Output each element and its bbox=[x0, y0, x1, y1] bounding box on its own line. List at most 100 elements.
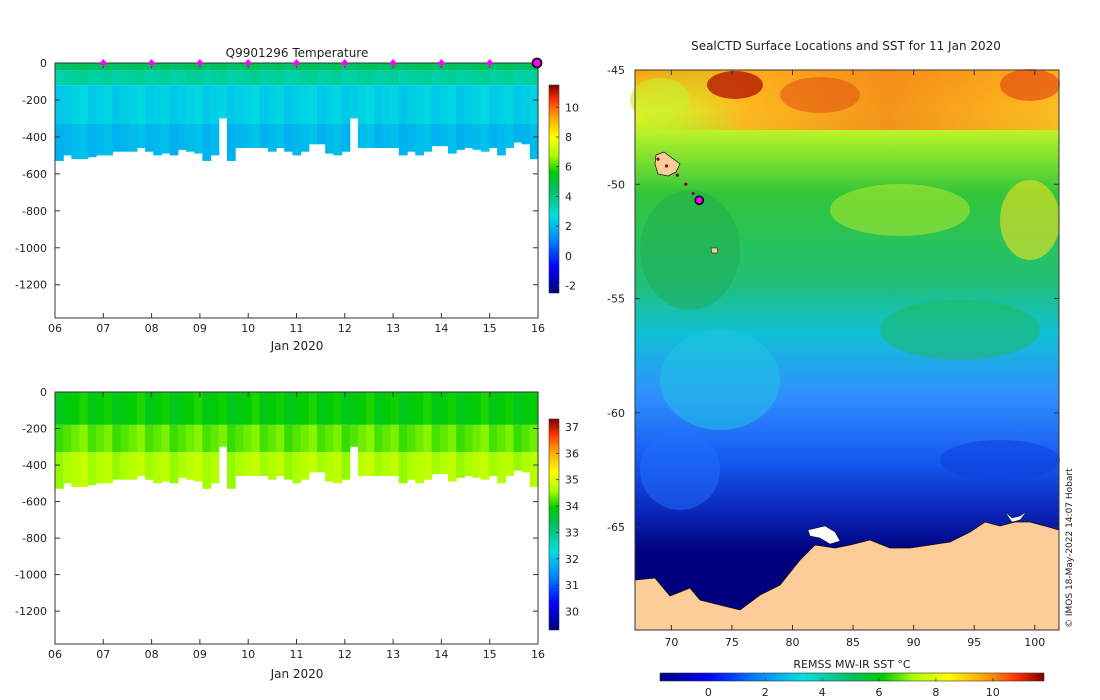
profile-cell bbox=[63, 70, 72, 86]
sst-colorbar-label: REMSS MW-IR SST °C bbox=[793, 658, 911, 671]
profile-cell bbox=[497, 85, 506, 124]
ice-patch bbox=[807, 525, 841, 545]
profile-cell bbox=[226, 123, 236, 161]
profile-cell bbox=[382, 424, 392, 453]
profile-cell bbox=[488, 63, 498, 71]
lat-tick-label: -55 bbox=[607, 293, 625, 306]
profile-cell bbox=[423, 85, 433, 124]
profile-cell bbox=[456, 424, 465, 453]
profile-cell bbox=[480, 70, 490, 86]
profile-cell bbox=[316, 392, 326, 425]
profile-cell bbox=[300, 424, 310, 453]
profile-cell bbox=[284, 424, 294, 453]
profile-cell bbox=[79, 392, 89, 425]
profile-cell bbox=[194, 424, 203, 453]
profile-cell bbox=[259, 63, 269, 71]
profile-cell bbox=[235, 70, 244, 86]
profile-cell bbox=[464, 452, 474, 476]
profile-cell bbox=[439, 424, 449, 453]
profile-cell bbox=[480, 424, 490, 453]
profile-cell bbox=[456, 452, 465, 478]
salinity-y-axis: 0 -200 -400 -600 -800 -1000 -1200 bbox=[15, 386, 538, 618]
profile-cell bbox=[439, 392, 449, 425]
profile-marker bbox=[99, 59, 107, 67]
profile-cell bbox=[259, 70, 269, 86]
profile-cell bbox=[136, 392, 146, 425]
profile-cell bbox=[488, 392, 498, 425]
y-tick-label: -1200 bbox=[15, 605, 47, 618]
x-tick-label: 06 bbox=[48, 648, 62, 661]
profile-cell bbox=[185, 63, 195, 71]
profile-cell bbox=[87, 63, 97, 71]
profile-cell bbox=[128, 70, 138, 86]
profile-cell bbox=[300, 70, 310, 86]
profile-cell bbox=[218, 70, 228, 86]
profile-cell bbox=[521, 424, 531, 453]
profile-cell bbox=[161, 392, 171, 425]
profile-cell bbox=[153, 85, 163, 124]
profile-cell bbox=[104, 85, 113, 124]
profile-cell bbox=[407, 452, 416, 480]
profile-cell bbox=[382, 123, 392, 148]
profile-cell bbox=[267, 452, 277, 480]
profile-cell bbox=[55, 85, 64, 124]
profile-cell bbox=[447, 392, 457, 425]
profile-cell bbox=[333, 424, 343, 453]
temperature-panel: Q9901296 Temperature 0 -200 -400 -600 -800 -1… bbox=[15, 46, 579, 353]
profile-cell bbox=[325, 424, 334, 453]
colorbar-tick-label: 10 bbox=[565, 101, 579, 114]
profile-cell bbox=[366, 85, 375, 124]
profile-cell bbox=[431, 392, 441, 425]
profile-cell bbox=[398, 123, 408, 156]
profile-cell bbox=[145, 424, 154, 453]
profile-cell bbox=[382, 70, 392, 86]
profile-cell bbox=[521, 63, 531, 71]
colorbar-tick-label: 2 bbox=[565, 220, 572, 233]
profile-cell bbox=[145, 452, 154, 480]
lat-tick-label: -50 bbox=[607, 178, 625, 191]
profile-cell bbox=[226, 85, 236, 124]
temperature-title: Q9901296 Temperature bbox=[226, 46, 369, 60]
salinity-section bbox=[55, 392, 539, 489]
profile-cell bbox=[333, 70, 343, 86]
profile-cell bbox=[194, 452, 203, 482]
profile-markers bbox=[99, 57, 543, 69]
profile-cell bbox=[521, 392, 531, 425]
salinity-xlabel: Jan 2020 bbox=[270, 667, 324, 681]
temperature-colorbar-ticks: 10 8 6 4 2 0 -2 bbox=[556, 101, 579, 293]
temperature-xlabel: Jan 2020 bbox=[270, 339, 324, 353]
profile-cell bbox=[267, 70, 277, 86]
profile-cell bbox=[218, 392, 228, 425]
profile-cell bbox=[308, 392, 318, 425]
lat-tick-label: -60 bbox=[607, 407, 625, 420]
colorbar-tick-label: 31 bbox=[565, 579, 579, 592]
profile-cell bbox=[366, 452, 375, 476]
sst-colorbar bbox=[659, 672, 1045, 682]
profile-cell bbox=[464, 424, 474, 453]
profile-cell bbox=[292, 123, 302, 156]
profile-cell bbox=[472, 424, 482, 453]
x-tick-label: 15 bbox=[483, 322, 497, 335]
profile-cell bbox=[488, 123, 498, 148]
profile-cell bbox=[63, 63, 72, 71]
profile-cell bbox=[390, 63, 400, 71]
salinity-x-axis: 06 07 08 09 10 11 12 13 14 15 16 bbox=[48, 392, 545, 661]
antarctica-landmass bbox=[634, 521, 1060, 631]
profile-cell bbox=[357, 123, 367, 148]
profile-cell bbox=[136, 70, 146, 86]
profile-cell bbox=[71, 424, 81, 453]
profile-cell bbox=[95, 424, 105, 453]
profile-cell bbox=[87, 452, 97, 486]
profile-cell bbox=[374, 63, 384, 71]
x-tick-label: 12 bbox=[338, 322, 352, 335]
profile-cell bbox=[316, 63, 326, 71]
sst-colorbar-tick-label: 8 bbox=[932, 686, 939, 699]
profile-cell bbox=[349, 85, 359, 119]
profile-cell bbox=[316, 424, 326, 453]
profile-cell bbox=[128, 63, 138, 71]
profile-cell bbox=[194, 123, 203, 154]
profile-cell bbox=[63, 452, 72, 484]
lon-tick-label: 80 bbox=[785, 636, 799, 649]
profile-cell bbox=[120, 63, 130, 71]
x-tick-label: 14 bbox=[434, 322, 448, 335]
